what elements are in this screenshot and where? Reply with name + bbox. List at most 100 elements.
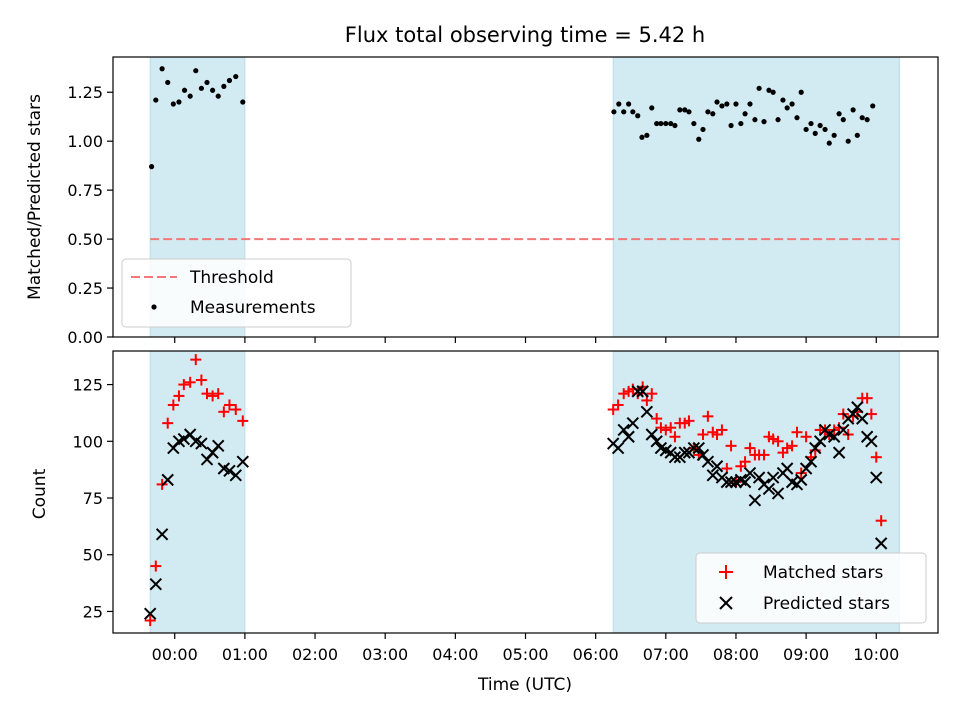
top-legend: Threshold Measurements <box>121 258 352 328</box>
measurement-point-55 <box>789 101 795 107</box>
x-tick-label-9: 09:00 <box>783 645 829 664</box>
top-y-tick-label-1: 0.25 <box>67 279 103 298</box>
matched-star-point-42 <box>725 440 737 452</box>
measurement-point-38 <box>710 111 716 117</box>
matched-star-point-18 <box>612 399 624 411</box>
predicted-star-point-69 <box>851 401 864 414</box>
matched-star-point-4 <box>167 399 179 411</box>
x-tick-label-8: 08:00 <box>713 645 759 664</box>
measurement-point-54 <box>784 105 790 111</box>
x-axis-label: Time (UTC) <box>477 675 572 695</box>
measurement-point-30 <box>672 122 678 129</box>
measurement-point-12 <box>215 93 221 99</box>
predicted-star-point-39 <box>710 460 724 473</box>
measurement-point-16 <box>240 99 246 105</box>
matched-star-point-16 <box>237 415 249 427</box>
matched-star-point-5 <box>173 390 185 402</box>
top-y-axis-label: Matched/Predicted stars <box>25 94 45 300</box>
predicted-star-point-19 <box>617 423 630 437</box>
measurement-point-61 <box>817 122 823 129</box>
measurement-point-10 <box>204 79 210 86</box>
matched-star-point-56 <box>791 426 803 438</box>
x-tick-label-1: 01:00 <box>222 645 268 664</box>
measurement-point-5 <box>176 99 182 105</box>
measurement-point-14 <box>226 77 233 84</box>
predicted-star-point-54 <box>780 462 794 475</box>
matched-star-point-28 <box>660 424 672 436</box>
matched-star-point-51 <box>767 433 779 445</box>
matched-star-point-1 <box>150 560 162 572</box>
predicted-star-point-48 <box>752 471 766 484</box>
measurement-point-23 <box>639 134 645 140</box>
bottom-y-tick-label-0: 25 <box>83 602 103 621</box>
measurement-point-21 <box>630 109 636 115</box>
predicted-star-point-24 <box>640 405 654 419</box>
top-y-tick-label-2: 0.50 <box>67 230 103 249</box>
bottom-legend: Matched stars Predicted stars <box>695 552 927 624</box>
predicted-star-point-15 <box>229 469 242 482</box>
predicted-star-point-14 <box>223 464 236 477</box>
measurement-point-36 <box>700 126 706 133</box>
predicted-star-point-22 <box>631 385 644 398</box>
measurement-point-9 <box>198 85 204 91</box>
matched-star-point-6 <box>178 379 190 391</box>
measurement-point-19 <box>621 109 627 115</box>
matched-star-point-15 <box>230 404 242 416</box>
measurement-point-7 <box>187 93 193 99</box>
measurement-point-53 <box>780 97 786 103</box>
predicted-star-point-61 <box>813 435 827 448</box>
predicted-star-point-70 <box>856 412 869 425</box>
measurement-point-62 <box>822 126 828 133</box>
x-tick-label-0: 00:00 <box>152 645 198 664</box>
predicted-star-point-35 <box>692 441 705 455</box>
matched-star-point-13 <box>218 406 230 418</box>
bottom-y-tick-label-3: 100 <box>72 432 103 451</box>
bottom-legend-box <box>695 552 927 624</box>
measurement-point-71 <box>864 117 870 123</box>
predicted-star-point-16 <box>236 455 249 468</box>
predicted-star-point-46 <box>743 466 757 480</box>
measurement-point-3 <box>165 79 171 86</box>
bottom-x-axis: 00:00 01:00 02:00 03:00 04:00 05:00 06:00 07:00… <box>152 633 899 664</box>
predicted-star-point-41 <box>720 475 734 489</box>
predicted-star-point-65 <box>832 446 846 459</box>
predicted-star-point-47 <box>748 494 762 507</box>
measurement-point-0 <box>148 164 155 170</box>
measurement-point-28 <box>663 120 669 127</box>
matched-star-point-58 <box>800 431 812 443</box>
top-legend-box <box>121 258 352 328</box>
predicted-star-point-52 <box>771 487 785 500</box>
measurement-point-46 <box>747 101 753 107</box>
measurement-point-50 <box>766 87 772 93</box>
matched-star-point-12 <box>212 388 224 400</box>
top-y-axis: 0.00 0.25 0.50 0.75 1.00 1.25 <box>67 83 113 347</box>
measurement-point-51 <box>770 89 776 95</box>
predicted-star-point-38 <box>706 469 720 482</box>
measurement-point-15 <box>233 73 239 80</box>
measurement-point-57 <box>798 89 804 95</box>
predicted-star-point-59 <box>804 455 818 468</box>
measurement-point-66 <box>840 117 846 123</box>
measurement-point-33 <box>686 109 692 115</box>
measurement-point-43 <box>733 101 739 107</box>
measurement-point-29 <box>668 120 674 127</box>
predicted-star-point-23 <box>636 385 649 398</box>
x-tick-label-5: 05:00 <box>502 645 548 664</box>
predicted-star-point-6 <box>177 432 191 446</box>
measurement-point-24 <box>644 132 650 138</box>
predicted-star-point-30 <box>668 450 682 464</box>
legend-matched-swatch <box>719 565 733 579</box>
matched-star-point-0 <box>144 615 156 627</box>
measurement-point-56 <box>794 115 800 121</box>
measurement-point-4 <box>170 101 176 107</box>
measurement-point-17 <box>611 109 617 115</box>
measurement-point-18 <box>616 101 622 107</box>
predicted-star-point-32 <box>678 446 691 459</box>
measurement-point-52 <box>775 117 781 123</box>
predicted-star-point-60 <box>809 441 822 455</box>
predicted-star-point-36 <box>696 448 710 462</box>
predicted-star-point-68 <box>846 407 860 421</box>
matched-star-point-27 <box>655 422 667 434</box>
legend-measurements-swatch <box>151 304 157 310</box>
